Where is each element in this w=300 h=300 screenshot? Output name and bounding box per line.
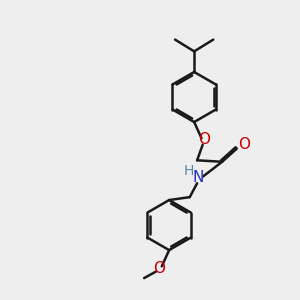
Text: O: O — [153, 261, 165, 276]
Text: H: H — [184, 164, 194, 178]
Text: O: O — [238, 137, 250, 152]
Text: O: O — [198, 132, 210, 147]
Text: N: N — [193, 170, 204, 185]
